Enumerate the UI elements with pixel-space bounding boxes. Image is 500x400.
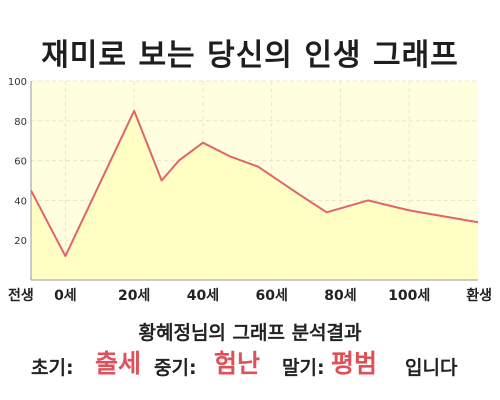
- y-tick-label: 100: [8, 77, 27, 88]
- late-value: 평범: [331, 349, 378, 378]
- chart-title: 재미로 보는 당신의 인생 그래프: [41, 38, 459, 73]
- x-tick-label: 80세: [324, 288, 356, 304]
- x-tick-label: 60세: [256, 288, 288, 304]
- middle-value: 험난: [214, 349, 261, 378]
- x-tick-label: 40세: [187, 288, 219, 304]
- late-label: 말기:: [282, 357, 325, 379]
- x-tick-label: 전생: [8, 287, 34, 304]
- series-line: [30, 109, 479, 258]
- x-tick-label: 20세: [118, 288, 150, 304]
- x-tick-label: 0세: [54, 288, 77, 304]
- series-area: [31, 110, 478, 280]
- result-summary: 초기: 출세 중기: 험난 말기: 평범 입니다: [0, 346, 500, 380]
- result-heading: 황혜정님의 그래프 분석결과: [138, 322, 362, 344]
- y-tick-label: 40: [14, 196, 27, 207]
- y-tick-label: 80: [14, 117, 27, 128]
- y-tick-label: 60: [14, 157, 27, 168]
- early-label: 초기:: [31, 357, 74, 379]
- x-tick-label: 환생: [466, 287, 492, 304]
- x-tick-label: 100세: [388, 288, 430, 304]
- life-chart: 20 40 60 80 100 전생 0세 20세 40세 60세 80세 100세 환생: [8, 77, 492, 304]
- early-value: 출세: [95, 349, 142, 378]
- ending-text: 입니다: [405, 357, 458, 379]
- y-tick-label: 20: [14, 236, 27, 247]
- middle-label: 중기:: [154, 357, 197, 379]
